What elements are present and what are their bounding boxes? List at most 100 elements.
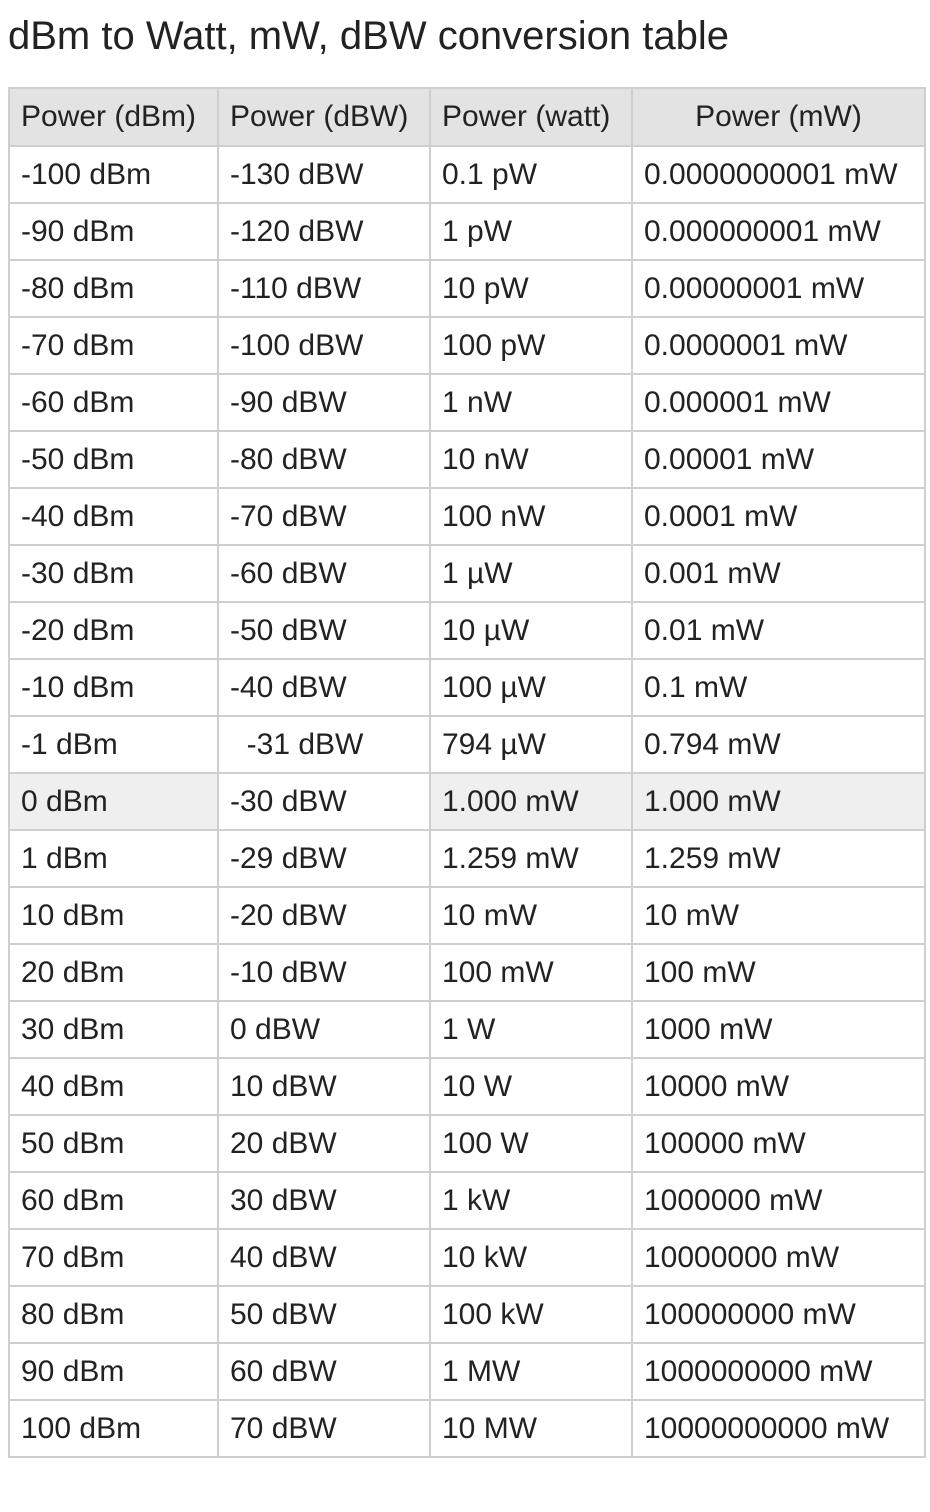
cell-dbw: -110 dBW [217, 259, 431, 318]
cell-mw: 0.1 mW [631, 658, 926, 717]
cell-dbm: 20 dBm [8, 943, 219, 1002]
cell-dbw: 0 dBW [217, 1000, 431, 1059]
cell-dbm: -50 dBm [8, 430, 219, 489]
cell-watt: 1 kW [429, 1171, 633, 1230]
cell-dbm: -60 dBm [8, 373, 219, 432]
cell-mw: 0.001 mW [631, 544, 926, 603]
header-dbm: Power (dBm) [8, 87, 219, 147]
cell-dbw: -100 dBW [217, 316, 431, 375]
header-mw: Power (mW) [631, 87, 926, 147]
header-dbw: Power (dBW) [217, 87, 431, 147]
cell-dbm: 40 dBm [8, 1057, 219, 1116]
table-row: -100 dBm -130 dBW 0.1 pW 0.0000000001 mW [8, 145, 926, 204]
cell-dbw: 30 dBW [217, 1171, 431, 1230]
cell-watt: 1 µW [429, 544, 633, 603]
cell-dbm: 90 dBm [8, 1342, 219, 1401]
table-row: -20 dBm -50 dBW 10 µW 0.01 mW [8, 601, 926, 660]
cell-watt: 1.259 mW [429, 829, 633, 888]
cell-dbw: -30 dBW [217, 772, 431, 831]
cell-watt: 10 MW [429, 1399, 633, 1458]
cell-watt: 100 pW [429, 316, 633, 375]
table-row: 0 dBm -30 dBW 1.000 mW 1.000 mW [8, 772, 926, 831]
cell-dbw: -40 dBW [217, 658, 431, 717]
cell-dbw: 40 dBW [217, 1228, 431, 1287]
cell-dbm: -80 dBm [8, 259, 219, 318]
cell-mw: 10000000000 mW [631, 1399, 926, 1458]
cell-watt: 10 kW [429, 1228, 633, 1287]
table-row: -80 dBm -110 dBW 10 pW 0.00000001 mW [8, 259, 926, 318]
cell-mw: 1.000 mW [631, 772, 926, 831]
cell-mw: 100 mW [631, 943, 926, 1002]
cell-mw: 10 mW [631, 886, 926, 945]
cell-watt: 10 nW [429, 430, 633, 489]
table-row: -90 dBm -120 dBW 1 pW 0.000000001 mW [8, 202, 926, 261]
table-row: -30 dBm -60 dBW 1 µW 0.001 mW [8, 544, 926, 603]
cell-watt: 100 kW [429, 1285, 633, 1344]
cell-dbm: 80 dBm [8, 1285, 219, 1344]
table-row: 1 dBm -29 dBW 1.259 mW 1.259 mW [8, 829, 926, 888]
cell-mw: 0.00000001 mW [631, 259, 926, 318]
cell-mw: 0.000000001 mW [631, 202, 926, 261]
cell-dbw: 20 dBW [217, 1114, 431, 1173]
cell-dbm: 100 dBm [8, 1399, 219, 1458]
cell-watt: 1 W [429, 1000, 633, 1059]
table-row: -10 dBm -40 dBW 100 µW 0.1 mW [8, 658, 926, 717]
cell-watt: 10 pW [429, 259, 633, 318]
cell-dbm: 70 dBm [8, 1228, 219, 1287]
cell-dbm: -10 dBm [8, 658, 219, 717]
cell-mw: 0.0000001 mW [631, 316, 926, 375]
header-watt: Power (watt) [429, 87, 633, 147]
cell-watt: 100 W [429, 1114, 633, 1173]
table-row: 30 dBm 0 dBW 1 W 1000 mW [8, 1000, 926, 1059]
cell-dbw: -80 dBW [217, 430, 431, 489]
cell-dbw: 60 dBW [217, 1342, 431, 1401]
table-row: -40 dBm -70 dBW 100 nW 0.0001 mW [8, 487, 926, 546]
cell-mw: 0.00001 mW [631, 430, 926, 489]
cell-watt: 100 mW [429, 943, 633, 1002]
cell-dbm: -40 dBm [8, 487, 219, 546]
cell-dbm: -90 dBm [8, 202, 219, 261]
cell-dbw: 50 dBW [217, 1285, 431, 1344]
cell-dbm: 30 dBm [8, 1000, 219, 1059]
cell-watt: 1 pW [429, 202, 633, 261]
cell-dbw: -20 dBW [217, 886, 431, 945]
table-row: 60 dBm 30 dBW 1 kW 1000000 mW [8, 1171, 926, 1230]
conversion-table: Power (dBm) Power (dBW) Power (watt) Pow… [8, 87, 926, 1458]
cell-dbw: -31 dBW [217, 715, 431, 774]
cell-dbw: 10 dBW [217, 1057, 431, 1116]
cell-mw: 1000000 mW [631, 1171, 926, 1230]
cell-dbw: 70 dBW [217, 1399, 431, 1458]
cell-watt: 1.000 mW [429, 772, 633, 831]
table-row: 40 dBm 10 dBW 10 W 10000 mW [8, 1057, 926, 1116]
table-row: -1 dBm -31 dBW 794 µW 0.794 mW [8, 715, 926, 774]
cell-dbm: -70 dBm [8, 316, 219, 375]
cell-mw: 100000 mW [631, 1114, 926, 1173]
cell-watt: 1 MW [429, 1342, 633, 1401]
table-row: 70 dBm 40 dBW 10 kW 10000000 mW [8, 1228, 926, 1287]
cell-mw: 0.0000000001 mW [631, 145, 926, 204]
cell-mw: 1000000000 mW [631, 1342, 926, 1401]
cell-mw: 0.794 mW [631, 715, 926, 774]
cell-mw: 0.0001 mW [631, 487, 926, 546]
cell-dbw: -90 dBW [217, 373, 431, 432]
table-row: -70 dBm -100 dBW 100 pW 0.0000001 mW [8, 316, 926, 375]
cell-mw: 1000 mW [631, 1000, 926, 1059]
table-row: -60 dBm -90 dBW 1 nW 0.000001 mW [8, 373, 926, 432]
cell-watt: 794 µW [429, 715, 633, 774]
cell-dbw: -10 dBW [217, 943, 431, 1002]
table-header-row: Power (dBm) Power (dBW) Power (watt) Pow… [8, 87, 926, 147]
cell-dbw: -70 dBW [217, 487, 431, 546]
cell-watt: 100 nW [429, 487, 633, 546]
cell-dbw: -120 dBW [217, 202, 431, 261]
table-row: 20 dBm -10 dBW 100 mW 100 mW [8, 943, 926, 1002]
cell-dbw: -60 dBW [217, 544, 431, 603]
cell-watt: 10 µW [429, 601, 633, 660]
cell-dbw: -29 dBW [217, 829, 431, 888]
cell-mw: 10000000 mW [631, 1228, 926, 1287]
cell-dbm: 1 dBm [8, 829, 219, 888]
cell-dbm: -30 dBm [8, 544, 219, 603]
cell-mw: 100000000 mW [631, 1285, 926, 1344]
cell-mw: 0.000001 mW [631, 373, 926, 432]
page-title: dBm to Watt, mW, dBW conversion table [8, 14, 729, 58]
table-row: 10 dBm -20 dBW 10 mW 10 mW [8, 886, 926, 945]
